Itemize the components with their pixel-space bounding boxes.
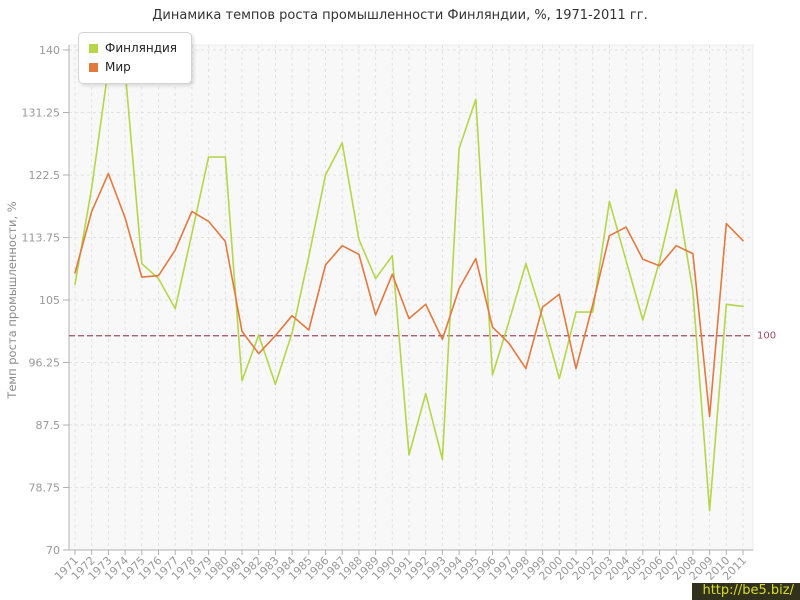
- y-axis-ticks: 70 78.75 87.5 96.25 105 113.75 122.5 131.25 140: [22, 44, 69, 557]
- y-tick-label: 122.5: [29, 169, 61, 182]
- finland-series-line: [74, 67, 744, 512]
- legend-item-finland[interactable]: Финляндия: [89, 39, 177, 58]
- plot-area: [68, 44, 754, 551]
- y-tick-label: 131.25: [22, 107, 61, 120]
- legend-label-world: Мир: [105, 60, 131, 74]
- reference-line-label: 100: [757, 331, 776, 342]
- y-tick-label: 87.5: [36, 419, 61, 432]
- watermark-link[interactable]: http://be5.biz/: [692, 583, 800, 600]
- legend-item-world[interactable]: Мир: [89, 58, 177, 77]
- y-tick-label: 105: [39, 294, 60, 307]
- page-title: Динамика темпов роста промышленности Фин…: [152, 8, 648, 23]
- world-series-line: [74, 172, 744, 418]
- y-tick-label: 113.75: [22, 232, 61, 245]
- y-tick-label: 140: [39, 44, 60, 57]
- y-tick-label: 70: [46, 544, 60, 557]
- y-axis-title: Темп роста промышленности, %: [5, 201, 19, 399]
- legend-label-finland: Финляндия: [105, 41, 178, 55]
- y-tick-label: 96.25: [29, 357, 61, 370]
- gridlines: [69, 45, 753, 551]
- chart-legend: Финляндия Мир: [78, 32, 193, 84]
- finland-series-swatch: [89, 44, 98, 53]
- y-tick-label: 78.75: [29, 482, 61, 495]
- x-axis-ticks: 1971197219731974197519761977197819791980…: [52, 550, 749, 583]
- world-series-swatch: [89, 63, 98, 72]
- axes: [68, 45, 753, 551]
